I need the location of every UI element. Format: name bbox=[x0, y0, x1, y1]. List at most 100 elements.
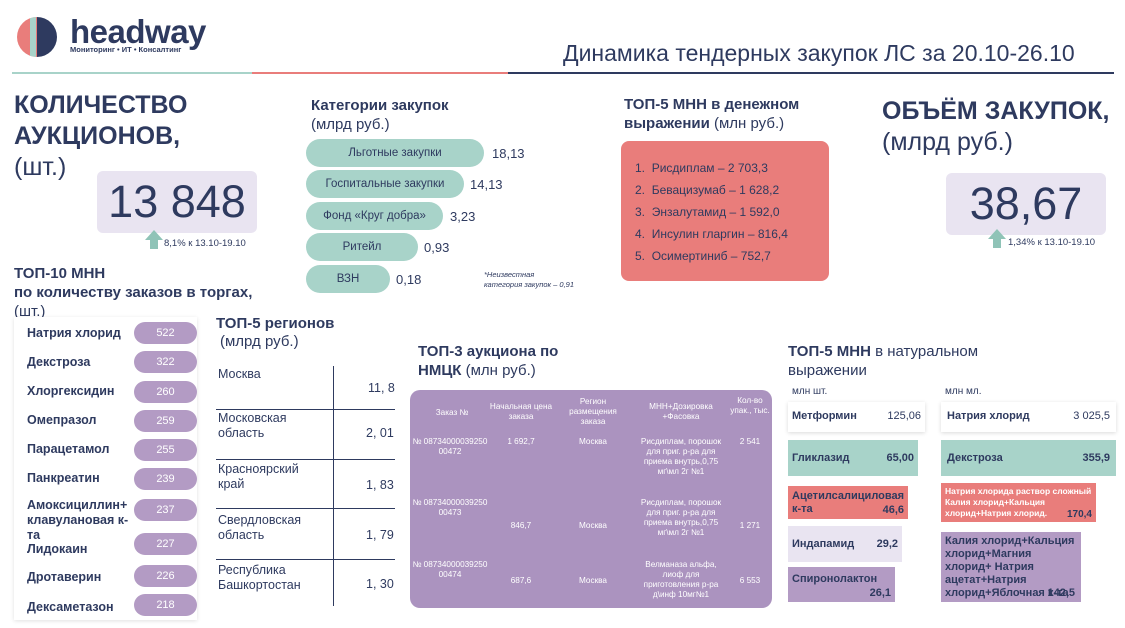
region-name: Московская область bbox=[218, 411, 287, 440]
region-name: Свердловская область bbox=[218, 513, 302, 542]
header-divider-red bbox=[252, 72, 508, 74]
top10-item-name: Натрия хлорид bbox=[27, 326, 121, 340]
top10-item-value: 255 bbox=[134, 439, 197, 461]
top10-item-name: Лидокаин bbox=[27, 542, 88, 556]
auction-qty: 6 553 bbox=[739, 576, 761, 585]
auctions-header: Заказ № bbox=[435, 408, 469, 417]
top10-item-value: 259 bbox=[134, 410, 197, 432]
natural-item: Калия хлорид+Кальция хлорид+Магния хлори… bbox=[941, 532, 1081, 602]
auctions-header: Регион размещения заказа bbox=[569, 397, 617, 426]
top10-item-value: 239 bbox=[134, 468, 197, 490]
header-divider-teal bbox=[12, 72, 252, 74]
natural-title-2: выражении bbox=[788, 362, 867, 379]
top10-item-name: Дротаверин bbox=[27, 570, 102, 584]
auction-mnn: Велманаза альфа, лиоф для приготовления … bbox=[643, 560, 719, 599]
volume-title: ОБЪЁМ ЗАКУПОК, bbox=[882, 97, 1110, 125]
top10-item-name: Хлоргексидин bbox=[27, 384, 115, 398]
auction-region: Москва bbox=[579, 521, 607, 530]
region-value: 11, 8 bbox=[368, 381, 395, 395]
money-item: 4. Инсулин гларгин – 816,4 bbox=[635, 227, 788, 241]
categories-note: *Неизвестная категория закупок – 0,91 bbox=[484, 270, 574, 289]
page-title: Динамика тендерных закупок ЛС за 20.10-2… bbox=[563, 40, 1075, 66]
region-name: Красноярский край bbox=[218, 462, 299, 491]
top10-item-value: 218 bbox=[134, 594, 197, 616]
arrow-up-icon bbox=[145, 230, 163, 240]
auction-qty: 1 271 bbox=[739, 521, 761, 530]
top10-item-name: Панкреатин bbox=[27, 471, 100, 485]
top5-money-panel bbox=[621, 141, 829, 281]
region-name: Москва bbox=[218, 367, 261, 381]
top10-unit: (шт.) bbox=[14, 303, 46, 320]
volume-unit: (млрд руб.) bbox=[882, 128, 1013, 156]
natural-item: Метформин 125,06 bbox=[788, 402, 925, 432]
logo-tagline: Мониторинг • ИТ • Консалтинг bbox=[70, 45, 182, 54]
natural-item: Натрия хлорид 3 025,5 bbox=[941, 402, 1116, 432]
arrow-up-icon-stem bbox=[150, 240, 158, 249]
auction-order: № 08734000039250 00472 bbox=[412, 437, 488, 456]
top10-item-value: 322 bbox=[134, 351, 197, 373]
money-item: 2. Бевацизумаб – 1 628,2 bbox=[635, 183, 780, 197]
money-item: 5. Осимертиниб – 752,7 bbox=[635, 249, 771, 263]
natural-item: Ацетилсалициловая к-та 46,6 bbox=[788, 486, 908, 519]
categories-unit: (млрд руб.) bbox=[311, 116, 390, 133]
category-pill: Ритейл bbox=[306, 233, 418, 261]
auction-price: 687,6 bbox=[510, 576, 532, 585]
natural-right-unit: млн мл. bbox=[945, 386, 982, 397]
regions-divider bbox=[216, 508, 395, 509]
top10-item-value: 227 bbox=[134, 533, 197, 555]
auction-region: Москва bbox=[579, 437, 607, 446]
regions-divider bbox=[216, 459, 395, 460]
top10-item-name: Амоксициллин+ клавулановая к-та bbox=[27, 498, 129, 542]
region-value: 1, 30 bbox=[366, 577, 394, 591]
auctions-count-title-2: АУКЦИОНОВ, bbox=[14, 122, 181, 150]
regions-vertical-divider bbox=[333, 366, 334, 606]
top5-money-title: ТОП-5 МНН в денежном bbox=[624, 96, 800, 113]
categories-title: Категории закупок bbox=[311, 97, 449, 114]
category-pill: Фонд «Круг добра» bbox=[306, 202, 443, 230]
natural-item: Натрия хлорида раствор сложный Калия хло… bbox=[941, 483, 1096, 522]
top10-title-1: ТОП-10 МНН bbox=[14, 265, 106, 282]
auction-order: № 08734000039250 00473 bbox=[412, 498, 488, 517]
auctions-count-title-1: КОЛИЧЕСТВО bbox=[14, 91, 188, 119]
auctions-table bbox=[410, 390, 772, 608]
category-value: 0,93 bbox=[424, 240, 450, 255]
regions-title: ТОП-5 регионов bbox=[216, 315, 335, 332]
regions-divider bbox=[216, 559, 395, 560]
auctions-count-value: 13 848 bbox=[97, 171, 257, 233]
top10-item-value: 522 bbox=[134, 322, 197, 344]
auction-price: 846,7 bbox=[510, 521, 532, 530]
auctions-header: Начальная цена заказа bbox=[489, 402, 553, 421]
auction-mnn: Рисдиплам, порошок для приг. р-ра для пр… bbox=[640, 498, 722, 537]
auction-order: № 08734000039250 00474 bbox=[412, 560, 488, 579]
auctions-subtitle: НМЦК (млн руб.) bbox=[418, 362, 536, 379]
region-value: 1, 79 bbox=[366, 528, 394, 542]
natural-item: Спиронолактон 26,1 bbox=[788, 567, 895, 602]
auctions-header: МНН+Дозировка +Фасовка bbox=[649, 402, 713, 421]
top10-item-name: Декстроза bbox=[27, 355, 91, 369]
regions-unit: (млрд руб.) bbox=[220, 333, 299, 350]
region-name: Республика Башкортостан bbox=[218, 563, 301, 592]
auctions-count-unit: (шт.) bbox=[14, 153, 67, 181]
natural-left-unit: млн шт. bbox=[792, 386, 828, 397]
category-value: 14,13 bbox=[470, 177, 503, 192]
auction-price: 1 692,7 bbox=[507, 437, 535, 446]
top10-item-name: Парацетамол bbox=[27, 442, 110, 456]
top10-item-value: 237 bbox=[134, 499, 197, 521]
arrow-up-icon-stem bbox=[993, 239, 1001, 248]
logo-mark bbox=[17, 17, 57, 57]
top10-title-2: по количеству заказов в торгах, bbox=[14, 284, 253, 301]
auction-region: Москва bbox=[579, 576, 607, 585]
top5-money-subtitle: выражении (млн руб.) bbox=[624, 115, 785, 132]
regions-divider bbox=[216, 409, 395, 410]
natural-item: Индапамид 29,2 bbox=[788, 526, 902, 562]
auctions-title: ТОП-3 аукциона по bbox=[418, 343, 559, 360]
logo-wordmark: headway bbox=[70, 13, 206, 50]
region-value: 1, 83 bbox=[366, 478, 394, 492]
top10-item-value: 260 bbox=[134, 381, 197, 403]
natural-title: ТОП-5 МНН в натуральном bbox=[788, 343, 979, 360]
arrow-up-icon bbox=[988, 229, 1006, 239]
auction-qty: 2 541 bbox=[739, 437, 761, 446]
category-value: 3,23 bbox=[450, 209, 476, 224]
category-value: 0,18 bbox=[396, 272, 422, 287]
auction-mnn: Рисдиплам, порошок для приг. р-ра для пр… bbox=[640, 437, 722, 476]
